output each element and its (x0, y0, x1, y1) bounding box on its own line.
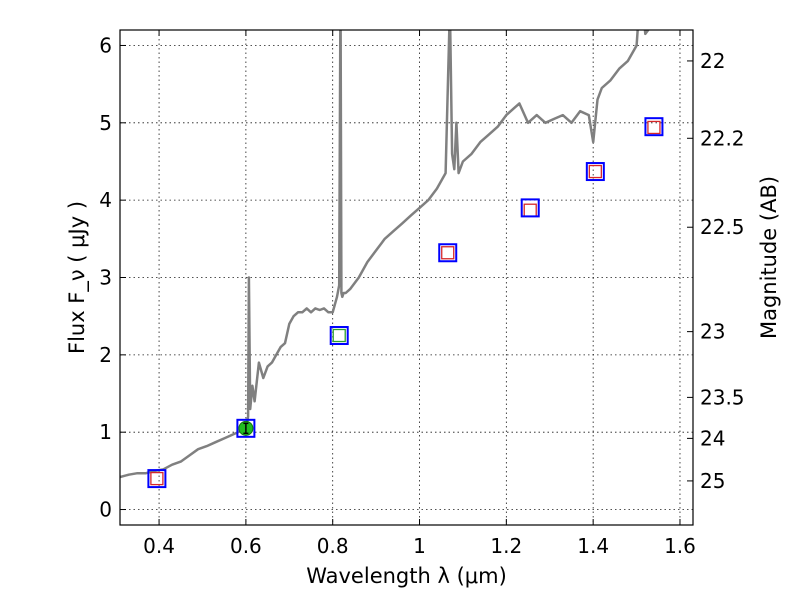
x-tick-label: 1.6 (664, 534, 696, 558)
y-tick-label: 2 (99, 343, 112, 367)
x-tick-label: 0.8 (317, 534, 349, 558)
x-tick-label: 1.2 (490, 534, 522, 558)
right-tick-label: 25 (700, 469, 725, 493)
observed-photometry-marker (523, 203, 537, 217)
model-photometry-marker (329, 326, 349, 346)
observed-photometry-marker (150, 471, 164, 486)
x-tick-label: 0.4 (143, 534, 175, 558)
right-tick-label: 22.5 (700, 215, 745, 239)
observed-photometry-marker (441, 246, 455, 260)
x-axis-title: Wavelength λ (μm) (306, 564, 507, 588)
y-tick-label: 6 (99, 33, 112, 57)
y-tick-label: 0 (99, 498, 112, 522)
right-tick-label: 22 (700, 49, 725, 73)
sed-spectrum-line (120, 30, 650, 479)
x-tick-label: 0.6 (230, 534, 262, 558)
model-photometry-marker (644, 117, 664, 137)
grid (120, 30, 693, 525)
model-photometry-marker (438, 243, 458, 263)
y-tick-label: 4 (99, 188, 112, 212)
y-tick-label: 1 (99, 420, 112, 444)
observed-photometry-marker (647, 120, 661, 135)
model-photometry-marker (236, 418, 256, 438)
model-photometry-marker (147, 469, 167, 489)
model-photometry-marker (585, 162, 605, 182)
observed-photometry-marker (588, 164, 602, 179)
y-tick-label: 3 (99, 266, 112, 290)
y-tick-label: 5 (99, 111, 112, 135)
right-axis-title: Magnitude (AB) (757, 176, 781, 339)
plot-area (120, 30, 664, 489)
model-photometry-marker (520, 198, 540, 218)
right-tick-label: 23 (700, 320, 725, 344)
right-tick-label: 22.2 (700, 126, 745, 150)
y-axis-title: Flux F_ν ( μJy ) (65, 201, 90, 354)
x-tick-label: 1.4 (577, 534, 609, 558)
axes-ticks: 0.4 0.6 0.8 1 1.2 1.4 1.601234562222.222.52323… (99, 30, 745, 558)
right-tick-label: 24 (700, 426, 725, 450)
x-tick-label: 1 (413, 534, 426, 558)
right-tick-label: 23.5 (700, 385, 745, 409)
observed-photometry-marker (332, 328, 346, 343)
